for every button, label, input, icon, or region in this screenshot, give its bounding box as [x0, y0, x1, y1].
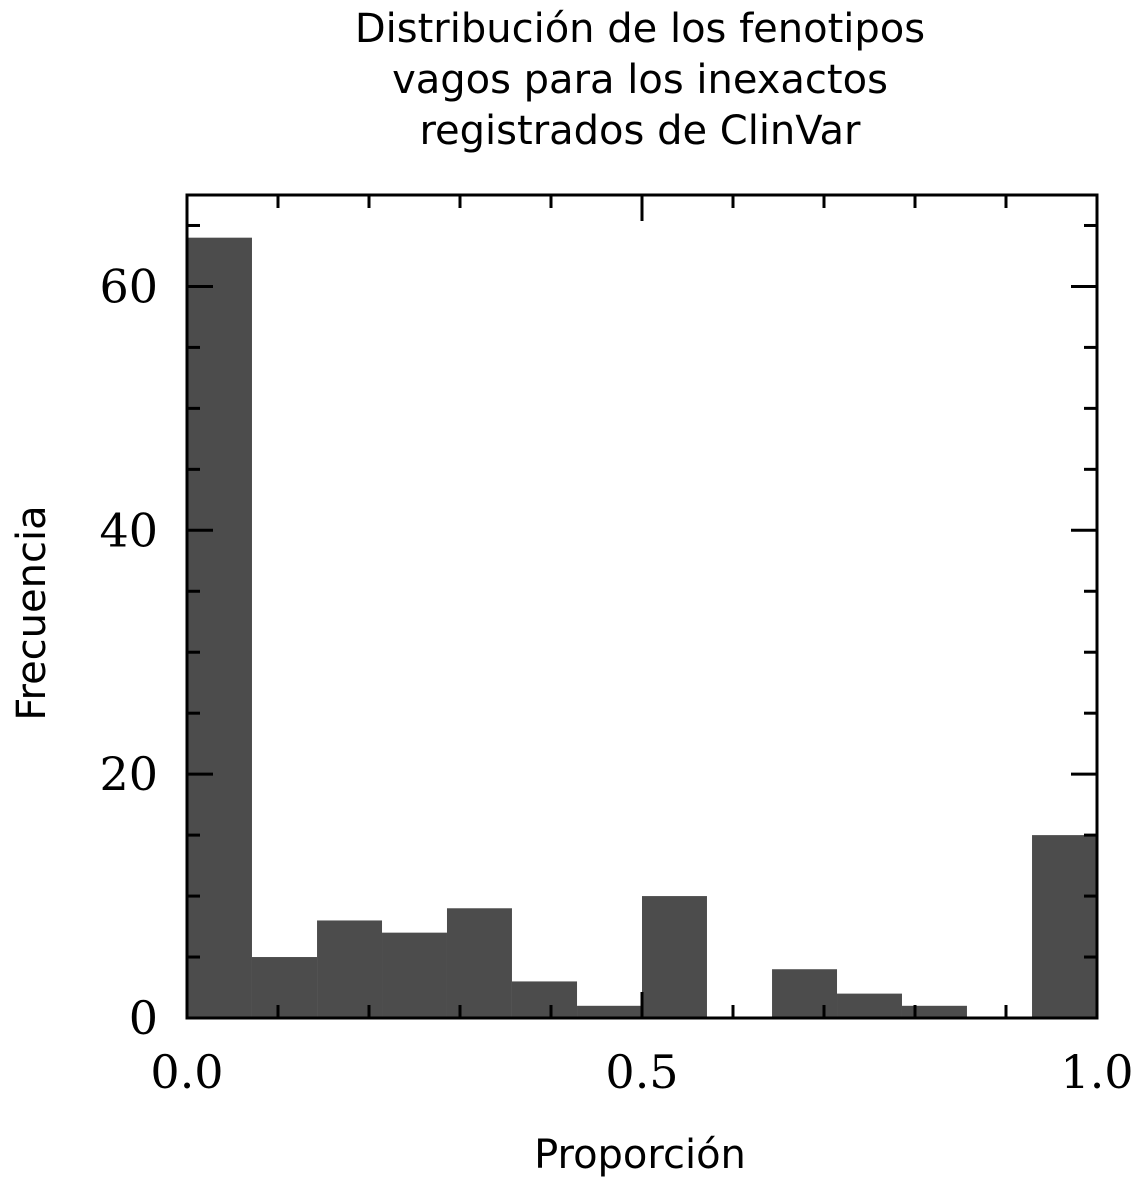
histogram-bar — [1032, 835, 1097, 1018]
x-tick-label: 0.0 — [150, 1045, 223, 1099]
x-axis-label: Proporción — [534, 1132, 746, 1178]
chart-title: Distribución de los fenotipos vagos para… — [355, 6, 925, 154]
histogram-bars — [187, 237, 1097, 1018]
axis-ticks — [185, 195, 1099, 1020]
histogram-bar — [187, 237, 252, 1018]
histogram-bar — [251, 957, 318, 1018]
tick-labels: 0.0 0.5 1.0 0 20 40 60 — [99, 259, 1133, 1099]
x-tick-label: 0.5 — [605, 1045, 678, 1099]
histogram-bar — [511, 981, 578, 1018]
plot-frame — [185, 193, 1099, 1020]
y-tick-label: 60 — [99, 259, 158, 313]
x-tick-label: 1.0 — [1060, 1045, 1133, 1099]
y-tick-label: 40 — [99, 503, 158, 557]
histogram-bar — [901, 1005, 967, 1018]
histogram-bar — [837, 993, 902, 1018]
y-tick-label: 20 — [99, 747, 158, 801]
histogram-bar — [772, 969, 838, 1018]
histogram-bar — [317, 920, 383, 1018]
histogram-bar — [382, 932, 447, 1018]
histogram-bar — [642, 896, 707, 1018]
title-line-2: vagos para los inexactos — [392, 57, 888, 103]
histogram-bar — [577, 1005, 642, 1018]
title-line-1: Distribución de los fenotipos — [355, 6, 925, 52]
y-tick-label: 0 — [129, 991, 158, 1045]
histogram-bar — [446, 908, 512, 1018]
y-axis-label: Frecuencia — [9, 505, 55, 720]
title-line-3: registrados de ClinVar — [419, 108, 861, 154]
